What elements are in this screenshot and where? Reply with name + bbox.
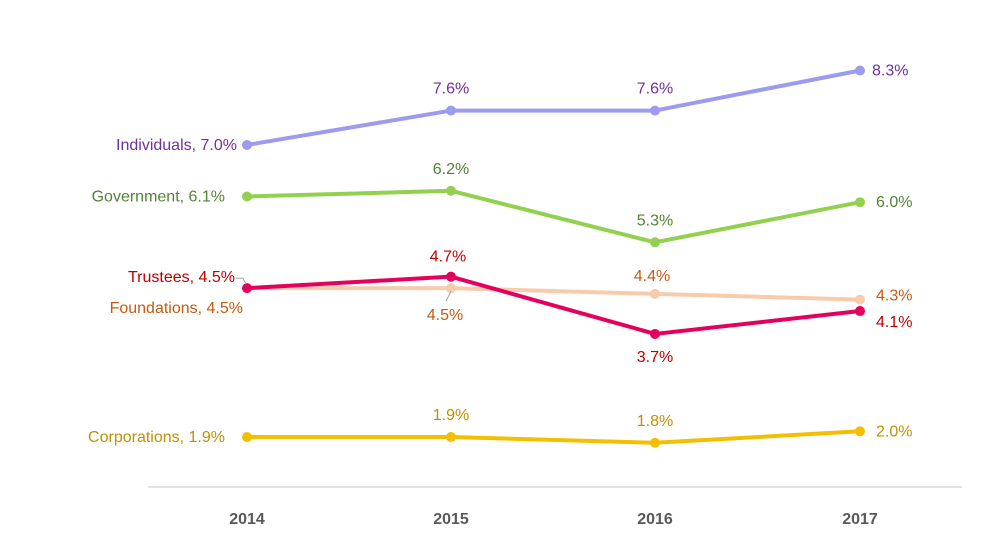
- data-label-foundations-2017: 4.3%: [876, 288, 912, 305]
- data-label-trustees-2014: Trustees, 4.5%: [128, 269, 235, 286]
- data-point-corporations-2016: [650, 437, 660, 448]
- data-label-foundations-2016: 4.4%: [634, 268, 670, 285]
- series-line-individuals: [245, 68, 862, 147]
- x-tick-label-2017: 2017: [842, 511, 878, 528]
- data-point-government-2017: [855, 197, 865, 208]
- data-label-government-2016: 5.3%: [637, 212, 673, 229]
- data-point-foundations-2016: [650, 288, 660, 299]
- x-axis-ticks: 2014 2015 2016 2017: [229, 511, 878, 528]
- data-label-individuals-2017: 8.3%: [872, 62, 908, 79]
- data-point-government-2016: [650, 237, 660, 248]
- data-label-government-2014: Government, 6.1%: [92, 188, 225, 205]
- data-point-individuals-2015: [446, 105, 456, 116]
- data-point-corporations-2014: [242, 432, 252, 443]
- x-tick-label-2016: 2016: [637, 511, 673, 528]
- series-line-government: [245, 188, 862, 245]
- data-point-government-2014: [242, 191, 252, 202]
- data-label-individuals-2016: 7.6%: [637, 81, 673, 98]
- data-label-individuals-2014: Individuals, 7.0%: [116, 137, 237, 154]
- data-label-individuals-2015: 7.6%: [433, 81, 469, 98]
- data-label-trustees-2016: 3.7%: [637, 349, 673, 366]
- series-line-foundations: [245, 286, 862, 302]
- data-label-foundations-2014: Foundations, 4.5%: [110, 300, 243, 317]
- series-line-trustees: [245, 274, 862, 336]
- series-line-corporations: [245, 429, 862, 445]
- data-point-trustees-2014: [242, 283, 252, 294]
- data-label-corporations-2015: 1.9%: [433, 407, 469, 424]
- data-point-foundations-2017: [855, 294, 865, 305]
- x-tick-label-2014: 2014: [229, 511, 265, 528]
- data-point-individuals-2016: [650, 105, 660, 116]
- label-layer: Individuals, 7.0% 7.6% 7.6% 8.3% Government,…: [88, 62, 912, 446]
- data-point-foundations-2015: [446, 283, 456, 294]
- data-label-foundations-2015: 4.5%: [427, 307, 463, 324]
- data-point-corporations-2015: [446, 432, 456, 443]
- series-layer: [236, 65, 865, 448]
- data-label-trustees-2017: 4.1%: [876, 314, 912, 331]
- data-label-corporations-2016: 1.8%: [637, 413, 673, 430]
- data-point-trustees-2015: [446, 271, 456, 282]
- leader-line-trustees: [236, 277, 247, 285]
- x-tick-label-2015: 2015: [433, 511, 469, 528]
- data-label-government-2015: 6.2%: [433, 161, 469, 178]
- data-point-corporations-2017: [855, 426, 865, 437]
- data-label-government-2017: 6.0%: [876, 194, 912, 211]
- data-point-trustees-2016: [650, 328, 660, 339]
- leader-line-foundations: [445, 290, 452, 302]
- data-point-trustees-2017: [855, 306, 865, 317]
- data-label-corporations-2014: Corporations, 1.9%: [88, 429, 225, 446]
- data-point-individuals-2017: [855, 65, 865, 76]
- data-point-individuals-2014: [242, 139, 252, 150]
- data-point-government-2015: [446, 185, 456, 196]
- data-label-corporations-2017: 2.0%: [876, 423, 912, 440]
- data-label-trustees-2015: 4.7%: [430, 249, 466, 266]
